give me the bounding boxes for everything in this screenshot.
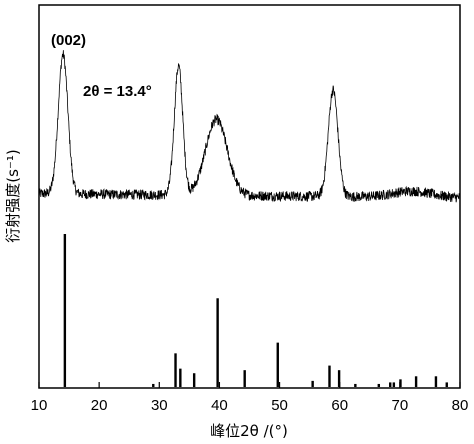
reference-stick [328, 365, 331, 387]
x-tick-labels: 10 20 30 40 50 60 70 80 [31, 397, 469, 414]
reference-stick [276, 342, 279, 387]
x-tick-label-50: 50 [271, 397, 288, 414]
reference-stick [377, 383, 381, 387]
x-ticks [38, 382, 461, 388]
reference-stick [174, 353, 177, 387]
x-tick-label-20: 20 [91, 397, 108, 414]
reference-stick [399, 379, 402, 387]
reference-stick [445, 382, 448, 387]
reference-stick [392, 382, 396, 387]
x-tick-label-70: 70 [392, 397, 409, 414]
reference-stick [216, 298, 219, 387]
reference-stick [354, 383, 357, 387]
x-tick-label-40: 40 [211, 397, 228, 414]
x-tick-label-30: 30 [151, 397, 168, 414]
reference-stick [434, 376, 438, 387]
x-tick-label-10: 10 [31, 397, 48, 414]
reference-stick [63, 234, 67, 387]
reference-stick [179, 368, 182, 387]
y-axis-label: 衍射强度(s⁻¹) [4, 149, 22, 242]
measured-pattern-line [38, 50, 461, 203]
plot-frame [38, 4, 461, 389]
reference-stick [389, 382, 392, 387]
plane-annotation: (002) [51, 32, 86, 49]
reference-stick [414, 376, 418, 387]
reference-stick [192, 373, 196, 387]
peak-position-annotation: 2θ = 13.4° [83, 83, 152, 100]
reference-stick [337, 370, 341, 387]
x-tick-label-80: 80 [452, 397, 469, 414]
reference-stick [243, 370, 246, 387]
x-axis-label: 峰位2θ /(°) [210, 422, 288, 440]
reference-sticks [63, 234, 448, 387]
x-tick-label-60: 60 [331, 397, 348, 414]
reference-stick [311, 380, 314, 387]
reference-stick [152, 383, 155, 387]
